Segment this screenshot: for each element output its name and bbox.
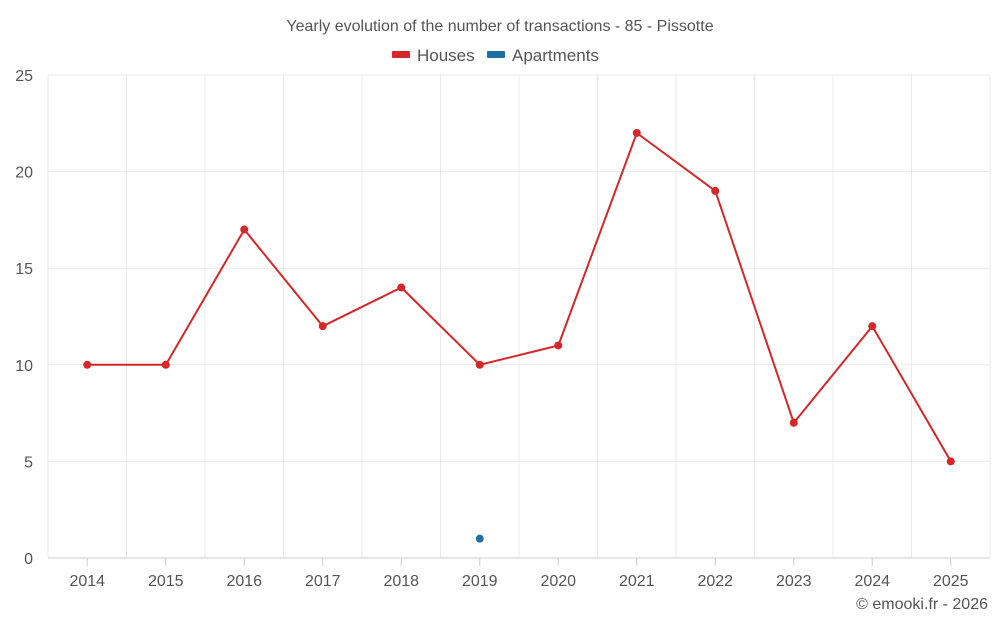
data-point-houses-2025[interactable] (946, 457, 955, 466)
x-tick-label-2015: 2015 (148, 573, 184, 590)
data-point-houses-2017[interactable] (318, 322, 327, 331)
series-line-houses (87, 132, 952, 462)
x-tick-label-2014: 2014 (69, 573, 105, 590)
data-point-houses-2020[interactable] (554, 341, 563, 350)
legend-swatch-houses[interactable] (392, 51, 410, 58)
chart-title: Yearly evolution of the number of transa… (286, 18, 713, 35)
x-tick-label-2019: 2019 (462, 573, 498, 590)
data-point-apartments-2019[interactable] (475, 534, 484, 543)
data-point-houses-2019[interactable] (475, 360, 484, 369)
y-tick-label: 25 (15, 68, 33, 85)
x-tick-label-2024: 2024 (854, 573, 890, 590)
y-tick-label: 5 (24, 454, 33, 471)
data-point-houses-2021[interactable] (632, 128, 641, 137)
legend-label-houses[interactable]: Houses (417, 46, 475, 65)
data-point-houses-2018[interactable] (397, 283, 406, 292)
x-tick-label-2021: 2021 (619, 573, 655, 590)
data-point-houses-2024[interactable] (868, 322, 877, 331)
data-point-houses-2016[interactable] (240, 225, 249, 234)
legend-label-apartments[interactable]: Apartments (512, 46, 599, 65)
legend-swatch-apartments[interactable] (487, 51, 505, 58)
x-tick-label-2016: 2016 (226, 573, 262, 590)
series-layer (83, 128, 955, 543)
y-tick-label: 20 (15, 165, 33, 182)
x-tick-label-2023: 2023 (776, 573, 812, 590)
y-tick-label: 10 (15, 358, 33, 375)
x-tick-label-2022: 2022 (697, 573, 733, 590)
x-tick-label-2017: 2017 (305, 573, 341, 590)
data-point-houses-2014[interactable] (83, 360, 92, 369)
data-point-houses-2023[interactable] (789, 418, 798, 427)
legend: Houses Apartments (392, 46, 599, 65)
y-tick-label: 15 (15, 261, 33, 278)
grid (47, 74, 991, 559)
x-tick-label-2020: 2020 (540, 573, 576, 590)
y-axis-ticks: 0 5 10 15 20 25 (15, 68, 33, 568)
y-tick-label: 0 (24, 551, 33, 568)
x-tick-label-2025: 2025 (933, 573, 969, 590)
data-point-houses-2015[interactable] (161, 360, 170, 369)
x-tick-label-2018: 2018 (383, 573, 419, 590)
credit-text: © emooki.fr - 2026 (856, 596, 988, 613)
x-axis-ticks: 2014 2015 2016 2017 2018 2019 2020 2021 2022 2023… (69, 558, 969, 590)
data-point-houses-2022[interactable] (711, 186, 720, 195)
